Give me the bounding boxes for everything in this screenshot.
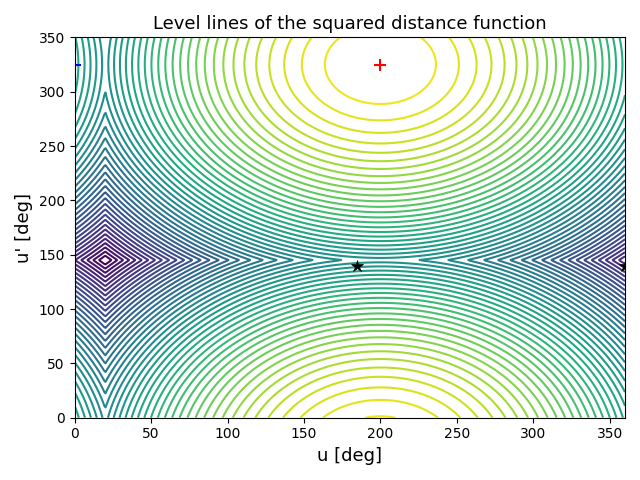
Y-axis label: u' [deg]: u' [deg] [15, 192, 33, 263]
Title: Level lines of the squared distance function: Level lines of the squared distance func… [153, 15, 547, 33]
X-axis label: u [deg]: u [deg] [317, 447, 382, 465]
